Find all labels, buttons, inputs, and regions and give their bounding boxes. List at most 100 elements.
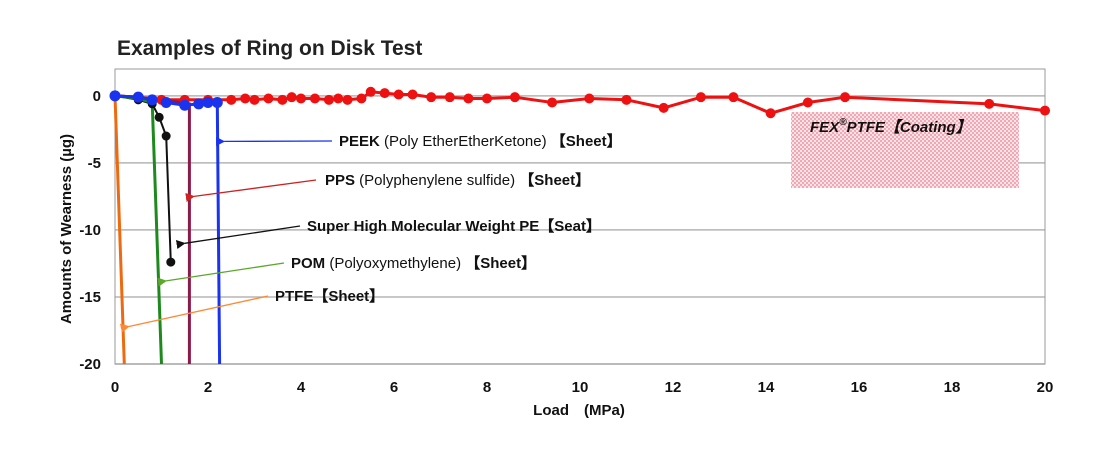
annotation-normal-pom: (Polyoxymethylene) <box>325 255 465 272</box>
x-tick-label: 4 <box>297 379 306 396</box>
annotation-normal-peek: (Poly EtherEtherKetone) <box>380 133 551 150</box>
data-point-fex <box>984 98 995 109</box>
x-tick-label: 12 <box>665 379 682 396</box>
data-point-fex <box>365 86 376 97</box>
x-axis-label: Load (MPa) <box>533 402 625 419</box>
data-point-peek <box>146 94 158 106</box>
data-point-fex <box>658 102 669 113</box>
data-point-fex <box>333 93 344 104</box>
data-point-fex <box>584 93 595 104</box>
data-point-upe <box>161 131 171 141</box>
x-tick-label: 8 <box>483 379 491 396</box>
data-point-fex <box>463 93 474 104</box>
y-tick-label: -10 <box>79 222 101 239</box>
annotation-bold-pps: PPS <box>325 172 355 189</box>
x-tick-label: 18 <box>944 379 961 396</box>
plot-area <box>114 68 1046 365</box>
data-point-fex <box>509 92 520 103</box>
x-tick-label: 10 <box>572 379 589 396</box>
data-point-fex <box>393 89 404 100</box>
data-point-fex <box>482 93 492 104</box>
data-point-fex <box>379 88 390 99</box>
data-point-fex <box>765 108 776 119</box>
x-tick-label: 2 <box>204 379 212 396</box>
annotation-label-peek: PEEK (Poly EtherEtherKetone) 【Sheet】 <box>339 132 622 150</box>
y-axis-label: Amounts of Wearness (µg) <box>58 134 75 324</box>
data-point-peek <box>160 97 172 109</box>
annotation-bold2-pom: 【Sheet】 <box>465 254 536 272</box>
annotation-ptfe: PTFE【Sheet】 <box>119 287 384 333</box>
data-point-fex <box>695 92 706 103</box>
annotation-bold-ptfe: PTFE【Sheet】 <box>275 287 384 305</box>
data-point-fex <box>1040 105 1050 116</box>
data-point-fex <box>621 94 632 105</box>
data-point-fex <box>728 92 739 103</box>
x-tick-label: 6 <box>390 379 398 396</box>
data-point-fex <box>407 89 418 100</box>
y-tick-label: -5 <box>88 155 101 172</box>
annotation-normal-pps: (Polyphenylene sulfide) <box>355 172 519 189</box>
data-point-peek <box>193 98 205 110</box>
annotation-bold2-peek: 【Sheet】 <box>551 132 622 150</box>
data-point-fex <box>356 93 367 104</box>
data-point-upe <box>166 257 176 267</box>
annotation-arrow-pps <box>185 179 317 202</box>
data-point-fex <box>309 93 320 104</box>
annotation-label-ptfe: PTFE【Sheet】 <box>275 287 384 305</box>
data-point-fex <box>323 94 334 105</box>
data-point-peek <box>132 91 144 103</box>
x-tick-label: 14 <box>758 379 775 396</box>
data-point-fex <box>444 92 455 103</box>
annotation-label-pom: POM (Polyoxymethylene) 【Sheet】 <box>291 254 536 272</box>
data-point-fex <box>547 97 558 108</box>
y-tick-label: -20 <box>79 356 101 373</box>
series-line-upe <box>114 94 172 263</box>
series-markers-fex <box>110 86 1050 119</box>
data-point-fex <box>802 97 813 108</box>
coating-label-main: FEX <box>810 119 840 136</box>
annotation-pps: PPS (Polyphenylene sulfide) 【Sheet】 <box>185 171 590 202</box>
data-point-fex <box>249 94 260 105</box>
data-point-peek <box>211 97 223 109</box>
data-point-fex <box>426 92 437 103</box>
annotation-arrow-ptfe <box>119 295 269 333</box>
chart-title: Examples of Ring on Disk Test <box>117 37 422 60</box>
annotation-bold-pom: POM <box>291 255 325 272</box>
annotation-arrow-upe <box>175 225 301 250</box>
data-point-fex <box>263 93 274 104</box>
data-point-fex <box>342 94 353 105</box>
series-line-ptfe <box>113 95 126 365</box>
annotations: PEEK (Poly EtherEtherKetone) 【Sheet】PPS … <box>119 132 622 333</box>
y-tick-label: 0 <box>93 88 101 105</box>
annotation-peek: PEEK (Poly EtherEtherKetone) 【Sheet】 <box>216 132 622 150</box>
data-point-fex <box>277 94 288 105</box>
coating-label-sup: ® <box>839 117 847 128</box>
series-markers-peek <box>109 90 223 111</box>
data-point-peek <box>202 97 214 109</box>
data-point-fex <box>240 93 251 104</box>
coating-label-rest: PTFE【Coating】 <box>847 119 971 136</box>
data-point-fex <box>296 93 306 104</box>
data-point-peek <box>109 90 121 102</box>
annotation-upe: Super High Molecular Weight PE【Seat】 <box>175 217 601 250</box>
coating-label: FEX®PTFE【Coating】 <box>810 117 971 136</box>
y-tick-label: -15 <box>79 289 101 306</box>
x-tick-label: 0 <box>111 379 119 396</box>
annotation-bold2-pps: 【Sheet】 <box>519 171 590 189</box>
annotation-label-upe: Super High Molecular Weight PE【Seat】 <box>307 217 601 235</box>
data-point-fex <box>226 94 237 105</box>
x-tick-label: 16 <box>851 379 868 396</box>
series-points <box>109 86 1050 267</box>
axis-ticks: 0 2 4 6 8 10 12 14 16 18 20 0 -5 -10 -15 -20 <box>79 88 1053 396</box>
data-point-peek <box>179 99 191 111</box>
data-point-fex <box>286 92 297 103</box>
coating-label-box <box>791 112 1019 188</box>
annotation-arrow-pom <box>157 262 285 287</box>
annotation-bold-peek: PEEK <box>339 133 380 150</box>
x-tick-label: 20 <box>1037 379 1054 396</box>
data-point-fex <box>840 92 851 103</box>
data-point-upe <box>154 112 164 122</box>
annotation-bold-upe: Super High Molecular Weight PE【Seat】 <box>307 217 601 235</box>
annotation-label-pps: PPS (Polyphenylene sulfide) 【Sheet】 <box>325 171 590 189</box>
